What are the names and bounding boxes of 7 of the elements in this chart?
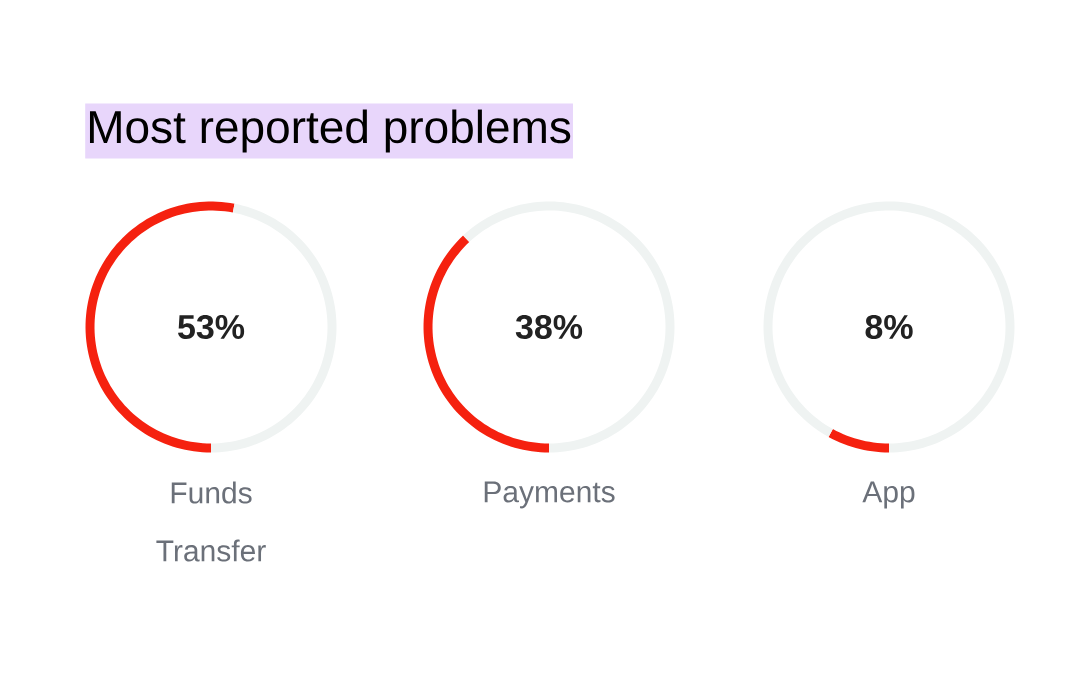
text: 38% xyxy=(515,314,583,340)
chart-title: Most reported problems xyxy=(89,109,571,153)
text: 8% xyxy=(865,314,913,340)
text: 53% xyxy=(178,314,245,340)
slice-label: Funds Transfer xyxy=(156,481,266,562)
slice-label: App xyxy=(862,481,915,509)
slice-label: Payments xyxy=(484,481,615,509)
